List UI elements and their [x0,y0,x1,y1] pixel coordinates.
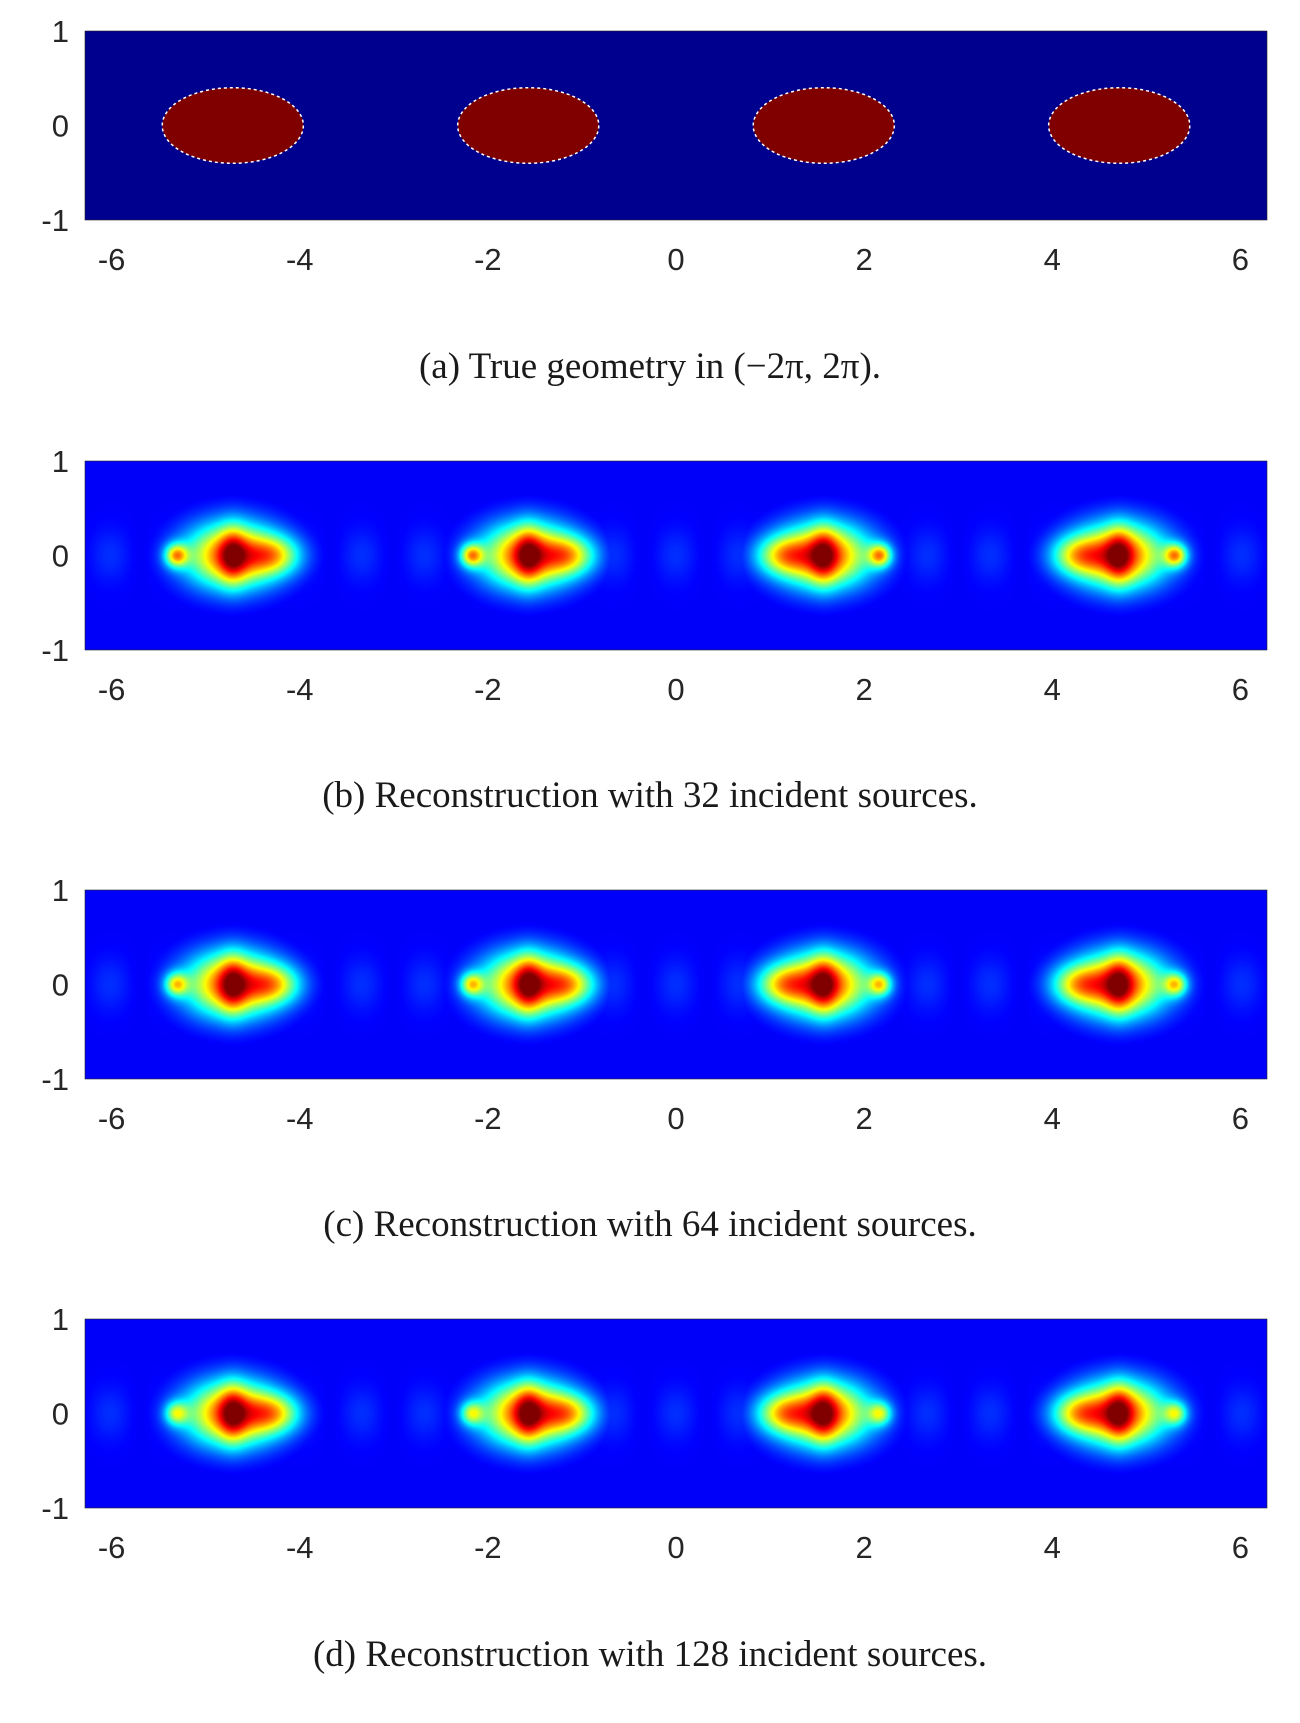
x-tick-label: -2 [474,1530,502,1565]
axes-box [84,1318,1268,1509]
axes: -6 -4 -2 0 2 4 6 1 0 -1 [41,14,1268,277]
x-tick-label: -2 [474,672,502,707]
x-tick-label: 4 [1044,1530,1061,1565]
x-tick-label: 0 [667,1101,684,1136]
axes-box [84,30,1268,221]
x-tick-label: 0 [667,242,684,277]
panel-c: -6 -4 -2 0 2 4 6 1 0 -1 (c) Reconstruction with 6… [0,859,1300,1259]
x-tick-label: 6 [1232,1530,1249,1565]
x-tick-label: 2 [855,1530,872,1565]
x-tick-label: -6 [98,242,126,277]
plot-area [85,461,1267,650]
y-tick-label: 0 [52,539,69,574]
heatmap-plot: -6 -4 -2 0 2 4 6 1 0 -1 [41,1302,1268,1565]
axes: -6 -4 -2 0 2 4 6 1 0 -1 [41,444,1268,707]
panel-d: -6 -4 -2 0 2 4 6 1 0 -1 (d) Reconstruction with 1… [0,1288,1300,1718]
x-tick-label: 4 [1044,242,1061,277]
x-tick-label: 2 [855,1101,872,1136]
figure-caption: (b) Reconstruction with 32 incident sour… [322,775,978,816]
axes: -6 -4 -2 0 2 4 6 1 0 -1 [41,1302,1268,1565]
axes-box [84,889,1268,1080]
panel-b: -6 -4 -2 0 2 4 6 1 0 -1 (b) Reconstruction with 3… [0,430,1300,830]
inclusion-ellipse [456,86,600,165]
y-tick-label: -1 [41,1062,69,1097]
heatmap-plot: -6 -4 -2 0 2 4 6 1 0 -1 [41,14,1268,277]
y-tick-label: -1 [41,633,69,668]
heatmap-plot: -6 -4 -2 0 2 4 6 1 0 -1 [41,444,1268,707]
heatmap-plot: -6 -4 -2 0 2 4 6 1 0 -1 [41,873,1268,1136]
x-tick-label: -6 [98,1101,126,1136]
inclusion-ellipse [752,86,896,165]
axes: -6 -4 -2 0 2 4 6 1 0 -1 [41,873,1268,1136]
heatmap-image [85,1319,1267,1508]
x-tick-label: -6 [98,672,126,707]
x-tick-label: 4 [1044,1101,1061,1136]
panel-a: -6 -4 -2 0 2 4 6 1 0 -1 (a) True geometry in (−2π… [0,0,1300,400]
x-tick-label: 0 [667,1530,684,1565]
plot-area [85,890,1267,1079]
x-tick-label: 6 [1232,1101,1249,1136]
heatmap-image [85,890,1267,1079]
x-tick-label: -4 [286,1530,314,1565]
x-tick-label: 4 [1044,672,1061,707]
x-tick-label: 6 [1232,242,1249,277]
y-tick-label: 1 [52,1302,69,1337]
plot-area [85,31,1267,220]
y-tick-label: -1 [41,203,69,238]
x-tick-label: -4 [286,1101,314,1136]
inclusion-ellipse [161,86,305,165]
x-tick-label: -2 [474,1101,502,1136]
x-tick-label: -6 [98,1530,126,1565]
heatmap-image [85,461,1267,650]
y-tick-label: 0 [52,109,69,144]
y-tick-label: 0 [52,968,69,1003]
x-tick-label: -2 [474,242,502,277]
x-tick-label: 0 [667,672,684,707]
inclusion-ellipse [1047,86,1191,165]
axes-box [84,460,1268,651]
y-tick-label: 1 [52,14,69,49]
plot-area [85,1319,1267,1508]
figure-caption: (c) Reconstruction with 64 incident sour… [323,1204,977,1245]
x-tick-label: 2 [855,672,872,707]
y-tick-label: 1 [52,444,69,479]
y-tick-label: -1 [41,1491,69,1526]
figure-caption: (d) Reconstruction with 128 incident sou… [312,1634,988,1675]
x-tick-label: 6 [1232,672,1249,707]
x-tick-label: -4 [286,242,314,277]
y-tick-label: 1 [52,873,69,908]
x-tick-label: 2 [855,242,872,277]
x-tick-label: -4 [286,672,314,707]
y-tick-label: 0 [52,1397,69,1432]
figure-caption: (a) True geometry in (−2π, 2π). [418,346,882,387]
